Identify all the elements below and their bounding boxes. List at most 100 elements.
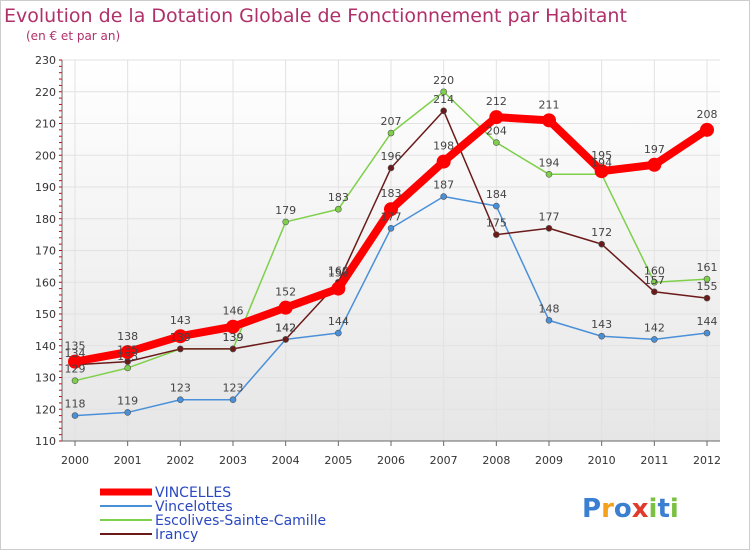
data-point <box>68 354 82 369</box>
data-point <box>331 281 346 296</box>
y-tick-label: 140 <box>35 340 56 353</box>
x-tick-label: 2008 <box>482 454 510 467</box>
data-point <box>436 154 451 169</box>
data-point <box>440 88 447 96</box>
y-tick-label: 200 <box>35 149 56 162</box>
data-point <box>651 278 658 286</box>
data-label: 144 <box>697 315 718 328</box>
data-label: 198 <box>433 140 454 153</box>
data-label: 142 <box>275 321 296 334</box>
data-point <box>173 329 188 344</box>
data-point <box>703 329 711 337</box>
data-point <box>651 288 658 296</box>
data-point <box>124 364 131 372</box>
x-tick-label: 2000 <box>61 454 89 467</box>
x-tick-label: 2003 <box>219 454 247 467</box>
data-point <box>71 377 79 384</box>
data-point <box>545 171 553 178</box>
data-label: 204 <box>486 125 507 138</box>
data-label: 138 <box>117 330 138 343</box>
data-point <box>387 164 395 172</box>
data-point <box>335 205 342 213</box>
data-point <box>278 300 293 315</box>
data-point <box>177 396 184 404</box>
data-label: 183 <box>328 191 349 204</box>
data-point <box>598 240 605 248</box>
legend-label: Vincelottes <box>155 499 233 515</box>
data-label: 194 <box>539 156 560 169</box>
data-label: 134 <box>65 347 86 360</box>
x-tick-label: 2004 <box>272 454 300 467</box>
data-point <box>229 396 237 404</box>
legend-label: VINCELLES <box>155 485 231 501</box>
data-point <box>700 122 714 137</box>
x-tick-label: 2012 <box>693 454 721 467</box>
data-point <box>71 412 79 419</box>
data-label: 160 <box>328 264 349 277</box>
data-label: 133 <box>117 350 138 363</box>
data-point <box>282 336 289 343</box>
data-point <box>703 294 711 302</box>
data-label: 211 <box>539 98 560 111</box>
data-label: 142 <box>644 321 665 334</box>
y-tick-label: 190 <box>35 181 56 194</box>
data-label: 161 <box>697 261 718 274</box>
data-label: 175 <box>486 217 507 230</box>
data-label: 144 <box>328 315 349 328</box>
legend-label: Irancy <box>155 527 198 543</box>
x-tick-label: 2010 <box>588 454 616 467</box>
data-label: 158 <box>328 267 349 280</box>
data-label: 155 <box>697 280 718 293</box>
data-point <box>493 202 500 210</box>
data-label: 129 <box>65 363 86 376</box>
x-tick-label: 2009 <box>535 454 563 467</box>
series-group <box>68 88 714 419</box>
data-label: 139 <box>223 331 244 344</box>
data-label: 139 <box>170 331 191 344</box>
data-label: 194 <box>591 156 612 169</box>
data-label: 123 <box>170 382 191 395</box>
data-label: 214 <box>433 93 454 106</box>
data-point <box>384 202 398 217</box>
x-tick-label: 2006 <box>377 454 405 467</box>
y-tick-label: 210 <box>35 118 56 131</box>
data-point <box>594 164 609 179</box>
data-point <box>120 345 135 360</box>
data-label: 220 <box>433 74 454 87</box>
y-tick-label: 120 <box>35 403 56 416</box>
data-point <box>545 224 553 232</box>
proxiti-logo: Proxiti <box>582 494 679 524</box>
y-tick-label: 180 <box>35 213 56 226</box>
data-label: 184 <box>486 188 507 201</box>
data-label: 119 <box>117 394 138 407</box>
y-tick-label: 150 <box>35 308 56 321</box>
data-label: 196 <box>381 150 402 163</box>
data-label: 135 <box>117 344 138 357</box>
data-point <box>542 113 556 128</box>
svg-text:Proxiti: Proxiti <box>582 494 679 524</box>
data-label: 208 <box>697 108 718 121</box>
data-label: 135 <box>65 340 86 353</box>
data-label: 157 <box>644 274 665 287</box>
legend-label: Escolives-Sainte-Camille <box>155 513 326 529</box>
y-tick-label: 160 <box>35 276 56 289</box>
data-label: 177 <box>539 210 560 223</box>
data-label: 183 <box>381 187 402 200</box>
data-point <box>124 409 131 416</box>
data-point <box>335 329 342 337</box>
data-point <box>387 224 395 232</box>
x-tick-label: 2001 <box>114 454 142 467</box>
data-point <box>226 319 240 334</box>
data-label: 197 <box>644 143 665 156</box>
data-label: 139 <box>170 331 191 344</box>
data-label: 212 <box>486 95 507 108</box>
y-tick-label: 220 <box>35 86 56 99</box>
data-point <box>282 218 289 226</box>
data-point <box>647 157 662 172</box>
data-label: 143 <box>170 314 191 327</box>
x-tick-label: 2007 <box>430 454 458 467</box>
data-point <box>703 275 711 283</box>
data-label: 179 <box>275 204 296 217</box>
